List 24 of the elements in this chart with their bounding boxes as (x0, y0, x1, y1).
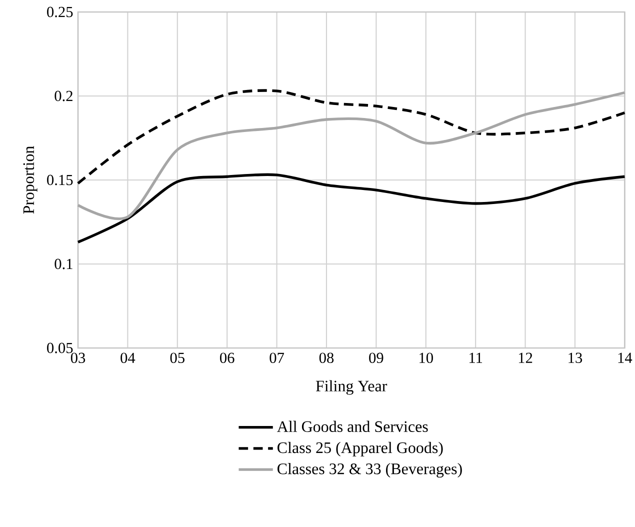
line-series (76, 173, 626, 244)
y-tick-label: 0.15 (47, 174, 73, 186)
x-tick-label: 14 (618, 352, 632, 363)
x-tick-label: 11 (470, 352, 482, 363)
x-tick-label: 05 (170, 352, 184, 364)
x-tick-label: 13 (568, 352, 582, 363)
y-tick-label: 0.1 (54, 258, 72, 270)
y-tick-label: 0.25 (47, 6, 73, 18)
x-tick-label: 08 (319, 352, 334, 364)
x-tick-label: 03 (70, 352, 86, 364)
legend-label: Class 25 (Apparel Goods) (278, 442, 443, 456)
y-tick-label: 0.05 (47, 342, 73, 354)
x-tick-label: 06 (220, 352, 234, 364)
x-tick-label: 10 (420, 352, 433, 364)
x-tick-label: 12 (518, 352, 532, 363)
y-axis-title: Proportion (23, 146, 38, 214)
x-axis-title: Filing Year (316, 380, 388, 395)
line-series (76, 89, 626, 185)
x-tick-label: 09 (369, 352, 384, 364)
x-tick-label: 04 (120, 352, 136, 364)
x-tick-label: 07 (270, 352, 284, 364)
legend-label: Classes 32 & 33 (Beverages) (278, 462, 462, 478)
legend-label: All Goods and Services (277, 420, 428, 432)
y-tick-label: 0.2 (54, 90, 72, 102)
